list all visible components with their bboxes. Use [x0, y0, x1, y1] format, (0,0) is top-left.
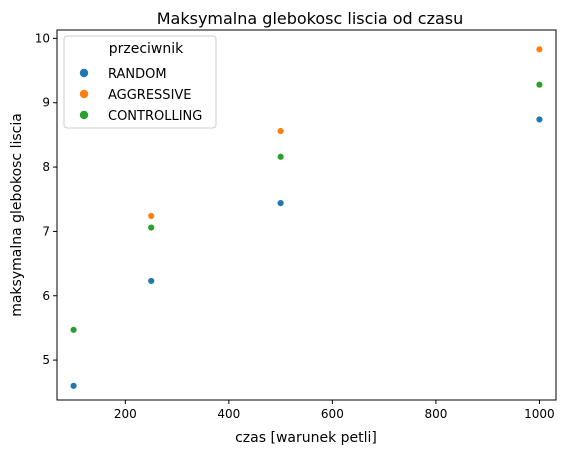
data-point-controlling — [69, 326, 78, 334]
data-point-random — [69, 382, 78, 390]
data-point-aggressive — [276, 127, 285, 135]
data-point-random — [535, 115, 544, 124]
y-axis-label: maksymalna glebokosc liscia — [9, 113, 25, 317]
legend-label-aggressive: AGGRESSIVE — [108, 88, 192, 103]
data-point-random — [276, 199, 285, 207]
legend-marker-random — [79, 68, 89, 78]
legend: przeciwnik RANDOM AGGRESSIVE CONTROLLING — [63, 35, 217, 129]
legend-label-random: RANDOM — [108, 67, 167, 82]
data-point-controlling — [147, 223, 155, 232]
data-points — [69, 45, 544, 390]
data-point-aggressive — [147, 212, 155, 220]
x-axis-label: czas [warunek petli] — [235, 430, 377, 446]
data-point-random — [147, 277, 155, 285]
y-tick-label: 5 — [42, 353, 50, 367]
x-tick-label: 800 — [424, 407, 447, 421]
y-tick-label: 6 — [42, 289, 50, 303]
axis-ticks: 200 400 600 800 1000 5 6 7 8 9 10 — [35, 31, 555, 421]
data-point-controlling — [535, 80, 544, 89]
plot-area-frame — [56, 29, 557, 401]
x-tick-label: 400 — [217, 407, 240, 421]
legend-marker-controlling — [79, 110, 89, 120]
data-point-aggressive — [535, 45, 544, 54]
legend-title: przeciwnik — [109, 41, 184, 57]
x-tick-label: 600 — [321, 407, 344, 421]
legend-label-controlling: CONTROLLING — [108, 109, 202, 124]
legend-box — [63, 35, 217, 129]
legend-marker-aggressive — [79, 89, 89, 99]
y-tick-label: 7 — [42, 224, 50, 238]
y-tick-label: 9 — [42, 96, 50, 110]
y-tick-label: 10 — [35, 31, 50, 45]
chart-title: Maksymalna glebokosc liscia od czasu — [157, 9, 464, 28]
data-point-controlling — [276, 153, 285, 161]
legend-items: RANDOM AGGRESSIVE CONTROLLING — [79, 67, 202, 124]
x-tick-label: 1000 — [524, 407, 555, 421]
y-tick-label: 8 — [42, 160, 50, 174]
x-tick-label: 200 — [114, 407, 137, 421]
